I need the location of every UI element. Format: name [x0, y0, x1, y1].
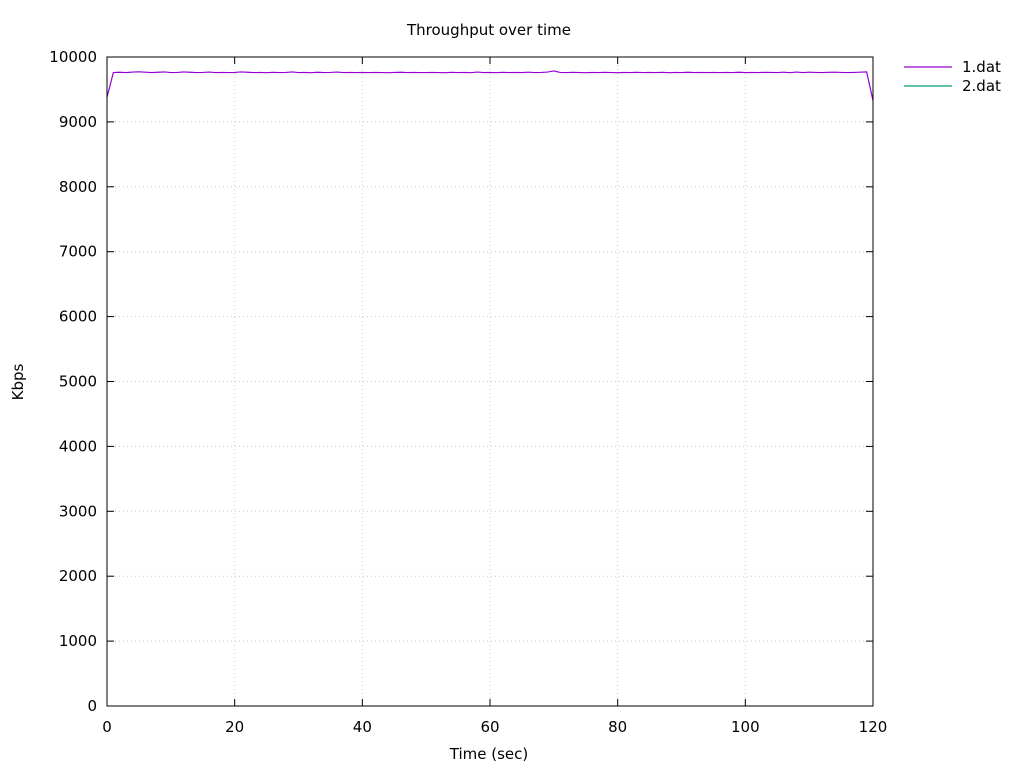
chart-title: Throughput over time: [406, 21, 571, 39]
x-tick-label: 0: [102, 718, 112, 736]
y-tick-label: 8000: [59, 178, 97, 196]
x-tick-label: 80: [608, 718, 627, 736]
y-tick-label: 10000: [49, 48, 97, 66]
y-tick-label: 4000: [59, 437, 97, 455]
x-tick-label: 100: [731, 718, 760, 736]
x-tick-label: 40: [353, 718, 372, 736]
y-tick-label: 1000: [59, 632, 97, 650]
y-tick-label: 0: [87, 697, 97, 715]
axis-ticks: 0100020003000400050006000700080009000100…: [49, 48, 887, 736]
x-tick-label: 60: [480, 718, 499, 736]
y-tick-label: 6000: [59, 308, 97, 326]
grid-lines: [107, 57, 873, 706]
series-lines: [106, 70, 874, 101]
y-tick-label: 5000: [59, 373, 97, 391]
y-axis-label: Kbps: [9, 363, 27, 400]
y-tick-label: 2000: [59, 567, 97, 585]
x-axis-label: Time (sec): [449, 745, 528, 763]
legend-label-1: 1.dat: [962, 58, 1001, 76]
series-line-1: [106, 70, 874, 101]
legend-label-2: 2.dat: [962, 77, 1001, 95]
y-tick-label: 7000: [59, 243, 97, 261]
y-tick-label: 9000: [59, 113, 97, 131]
x-tick-label: 20: [225, 718, 244, 736]
y-tick-label: 3000: [59, 502, 97, 520]
x-tick-label: 120: [859, 718, 888, 736]
